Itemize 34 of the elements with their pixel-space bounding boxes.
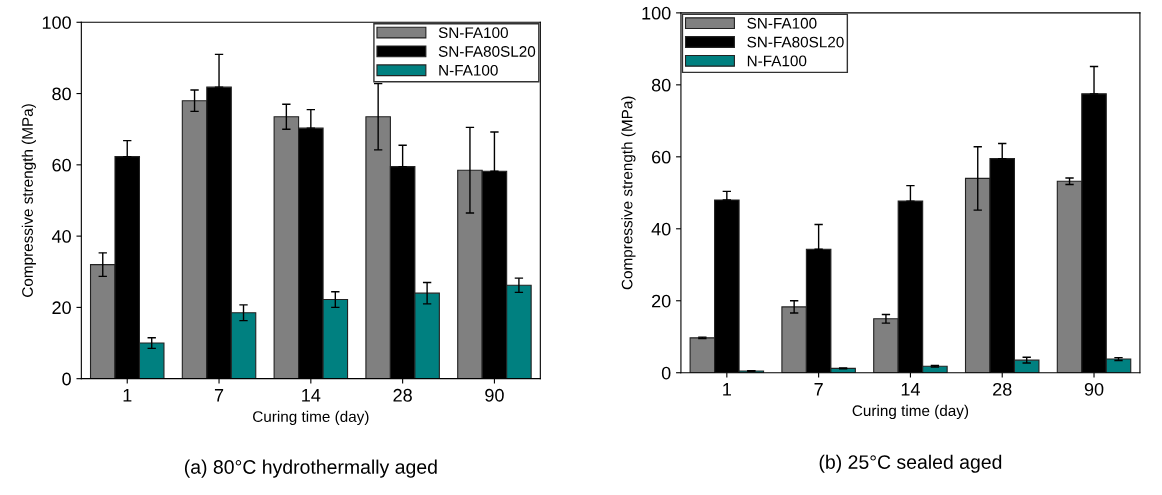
y-tick-label: 0 xyxy=(661,366,671,380)
y-tick-label: 60 xyxy=(52,158,71,172)
y-axis-title: Compressive strength (MPa) xyxy=(21,104,36,297)
x-tick-label: 28 xyxy=(393,388,412,402)
y-tick-label: 80 xyxy=(651,78,671,92)
x-tick-label: 7 xyxy=(814,383,823,396)
legend-label: SN-FA80SL20 xyxy=(438,46,536,57)
x-tick-label: 1 xyxy=(723,383,731,396)
legend-label: SN-FA80SL20 xyxy=(747,36,844,48)
legend-label: SN-FA100 xyxy=(438,27,508,39)
y-tick-label: 40 xyxy=(651,222,671,236)
x-axis-title: Curing time (day) xyxy=(253,410,369,426)
legend-label: SN-FA100 xyxy=(747,17,817,29)
y-tick-label: 100 xyxy=(642,6,671,20)
y-tick-label: 100 xyxy=(42,16,71,29)
y-tick-label: 20 xyxy=(52,301,71,315)
y-tick-label: 0 xyxy=(62,372,71,386)
x-tick-label: 14 xyxy=(302,389,321,402)
text: (b) 25°C sealed aged xyxy=(819,454,1002,473)
text: (a) 80°C hydrothermally aged xyxy=(184,459,437,478)
x-tick-label: 90 xyxy=(485,388,504,402)
y-tick-label: 20 xyxy=(652,294,671,308)
legend-label: N-FA100 xyxy=(747,55,807,67)
x-tick-label: 1 xyxy=(123,389,132,402)
x-tick-label: 28 xyxy=(993,382,1012,396)
y-tick-label: 80 xyxy=(52,87,71,101)
legend-label: N-FA100 xyxy=(439,64,498,76)
y-tick-label: 60 xyxy=(652,150,671,164)
y-axis-title: Compressive strength (MPa) xyxy=(621,96,636,290)
x-tick-label: 14 xyxy=(901,383,920,396)
x-axis-title: Curing time (day) xyxy=(852,404,969,420)
x-tick-label: 90 xyxy=(1084,382,1104,396)
x-tick-label: 7 xyxy=(214,389,224,402)
y-tick-label: 40 xyxy=(51,230,71,243)
